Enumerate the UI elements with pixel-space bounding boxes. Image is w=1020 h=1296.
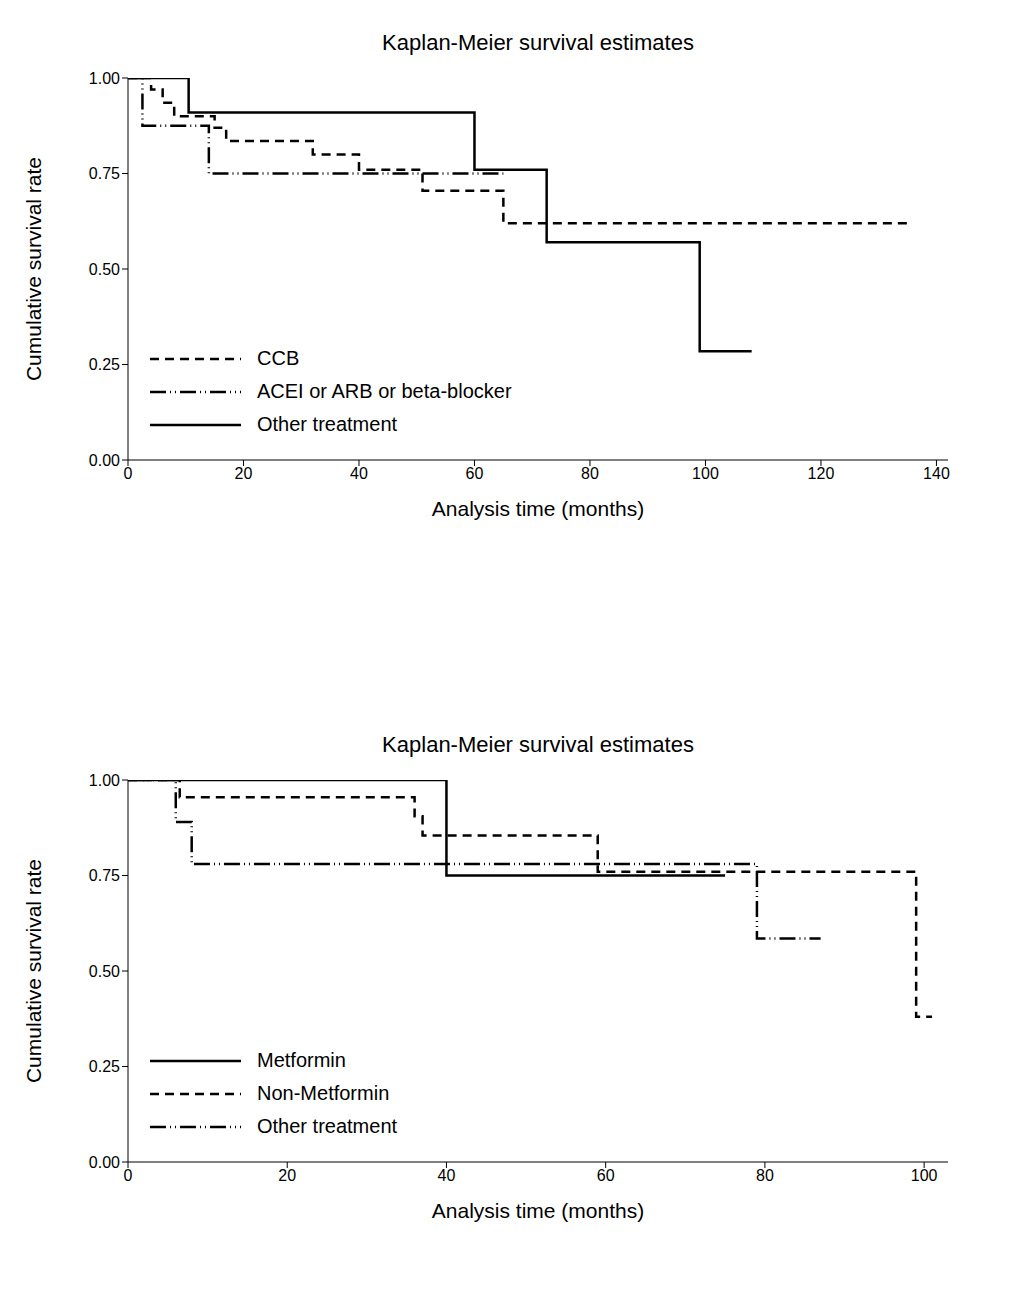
svg-text:0.00: 0.00 — [89, 1154, 120, 1171]
html-text:Other treatment: Other treatment — [257, 1115, 398, 1137]
svg-text:Analysis time (months): Analysis time (months) — [432, 1199, 644, 1222]
svg-text:80: 80 — [581, 465, 599, 482]
svg-text:0.25: 0.25 — [89, 1058, 120, 1075]
svg-text:0.50: 0.50 — [89, 963, 120, 980]
html-text:Non-Metformin: Non-Metformin — [257, 1082, 390, 1104]
html-text:ACEI or ARB or beta-blocker: ACEI or ARB or beta-blocker — [257, 380, 512, 402]
svg-text:40: 40 — [438, 1167, 456, 1184]
html-text:CCB: CCB — [257, 347, 300, 369]
svg-text:Analysis time (months): Analysis time (months) — [432, 497, 644, 520]
svg-text:20: 20 — [278, 1167, 296, 1184]
svg-text:100: 100 — [911, 1167, 938, 1184]
svg-text:100: 100 — [692, 465, 719, 482]
svg-text:0: 0 — [124, 1167, 133, 1184]
html-text:Metformin: Metformin — [257, 1049, 346, 1071]
svg-text:1.00: 1.00 — [89, 772, 120, 789]
svg-text:40: 40 — [350, 465, 368, 482]
svg-text:20: 20 — [235, 465, 253, 482]
svg-text:0.75: 0.75 — [89, 165, 120, 182]
html-text:Kaplan-Meier survival estimate: Kaplan-Meier survival estimates — [382, 30, 694, 55]
svg-text:0.75: 0.75 — [89, 867, 120, 884]
svg-text:120: 120 — [808, 465, 835, 482]
svg-text:80: 80 — [756, 1167, 774, 1184]
svg-text:60: 60 — [466, 465, 484, 482]
html-text:Other treatment: Other treatment — [257, 413, 398, 435]
svg-text:0.00: 0.00 — [89, 452, 120, 469]
svg-text:140: 140 — [923, 465, 950, 482]
svg-text:Cumulative survival rate: Cumulative survival rate — [22, 157, 45, 381]
svg-text:60: 60 — [597, 1167, 615, 1184]
html-text:Kaplan-Meier survival estimate: Kaplan-Meier survival estimates — [382, 732, 694, 757]
svg-text:0.25: 0.25 — [89, 356, 120, 373]
svg-text:1.00: 1.00 — [89, 70, 120, 87]
svg-text:0: 0 — [124, 465, 133, 482]
svg-text:0.50: 0.50 — [89, 261, 120, 278]
svg-text:Cumulative survival rate: Cumulative survival rate — [22, 859, 45, 1083]
